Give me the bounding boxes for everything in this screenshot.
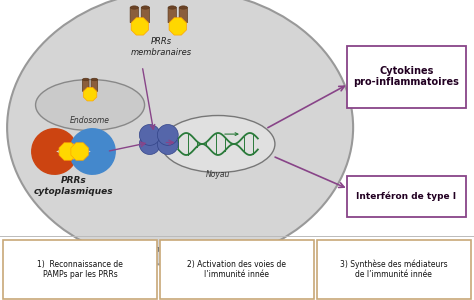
Text: Cytokines
pro-inflammatoires: Cytokines pro-inflammatoires [354,66,459,87]
Text: 2) Activation des voies de
l’immunité innée: 2) Activation des voies de l’immunité in… [188,260,286,279]
FancyBboxPatch shape [82,79,89,91]
Ellipse shape [36,80,145,130]
Text: Noyau: Noyau [206,169,230,178]
Ellipse shape [91,78,97,81]
Ellipse shape [130,6,138,9]
FancyBboxPatch shape [168,7,176,23]
FancyBboxPatch shape [347,176,465,217]
Text: Cytoplasme: Cytoplasme [119,244,165,253]
FancyBboxPatch shape [347,46,465,107]
Circle shape [157,124,178,146]
Ellipse shape [7,0,353,266]
FancyBboxPatch shape [160,239,314,299]
Ellipse shape [180,6,187,9]
Text: 1)  Reconnaissance de
PAMPs par les PRRs: 1) Reconnaissance de PAMPs par les PRRs [37,260,123,279]
Text: Interféron de type I: Interféron de type I [356,192,456,201]
Ellipse shape [161,116,275,172]
Text: Endosome: Endosome [70,116,110,124]
FancyBboxPatch shape [91,79,98,91]
Wedge shape [32,129,75,174]
FancyBboxPatch shape [179,7,187,23]
Circle shape [139,134,160,154]
Wedge shape [72,129,115,174]
FancyBboxPatch shape [3,239,157,299]
FancyBboxPatch shape [130,7,138,23]
Circle shape [157,134,178,154]
Ellipse shape [142,6,149,9]
FancyBboxPatch shape [317,239,471,299]
Text: PRRs
membranaires: PRRs membranaires [131,38,191,57]
Text: PRRs
cytoplasmiques: PRRs cytoplasmiques [34,176,113,196]
Text: 3) Synthèse des médiateurs
de l’immunité innée: 3) Synthèse des médiateurs de l’immunité… [340,259,447,279]
FancyBboxPatch shape [141,7,149,23]
Circle shape [139,124,160,146]
Ellipse shape [83,78,89,81]
Ellipse shape [168,6,176,9]
